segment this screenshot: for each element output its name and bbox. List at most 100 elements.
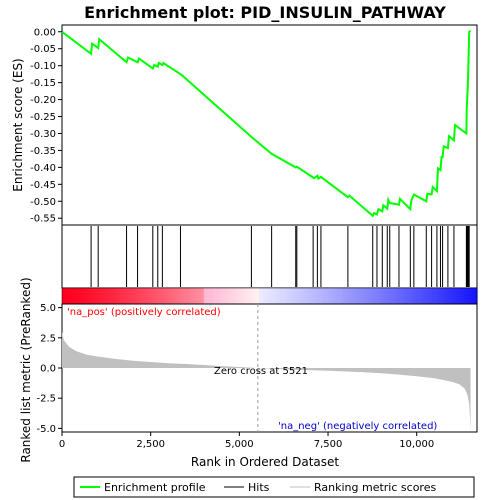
band-segment	[231, 288, 235, 304]
band-segment	[446, 288, 450, 304]
band-segment	[104, 288, 108, 304]
band-segment	[142, 288, 146, 304]
es-y-tick-label: -0.30	[30, 129, 56, 140]
band-segment	[72, 288, 76, 304]
band-segment	[270, 288, 274, 304]
band-segment	[429, 288, 433, 304]
pos-label: 'na_pos' (positively correlated)	[67, 307, 221, 318]
band-segment	[311, 288, 315, 304]
x-tick-label: 7,500	[314, 439, 343, 450]
es-y-tick-label: 0.00	[34, 27, 56, 38]
band-segment	[135, 288, 139, 304]
band-segment	[176, 288, 180, 304]
band-segment	[76, 288, 80, 304]
neg-label: 'na_neg' (negatively correlated)	[278, 421, 437, 432]
band-segment	[180, 288, 184, 304]
band-segment	[183, 288, 187, 304]
band-segment	[342, 288, 346, 304]
legend-label: Enrichment profile	[104, 481, 206, 494]
band-segment	[86, 288, 90, 304]
band-segment	[308, 288, 312, 304]
band-segment	[207, 288, 211, 304]
band-segment	[225, 288, 229, 304]
x-tick-label: 5,000	[225, 439, 254, 450]
band-segment	[335, 288, 339, 304]
chart-title: Enrichment plot: PID_INSULIN_PATHWAY	[84, 3, 446, 22]
legend-label: Ranking metric scores	[314, 481, 436, 494]
band-segment	[401, 288, 405, 304]
band-segment	[467, 288, 471, 304]
metric-y-tick-label: 0.0	[40, 364, 56, 375]
band-segment	[287, 288, 291, 304]
x-axis-label: Rank in Ordered Dataset	[191, 455, 339, 469]
band-segment	[214, 288, 218, 304]
metric-axis-label: Ranked list metric (PreRanked)	[19, 277, 33, 462]
band-segment	[349, 288, 353, 304]
es-y-tick-label: -0.10	[30, 61, 56, 72]
band-segment	[138, 288, 142, 304]
band-segment	[449, 288, 453, 304]
band-segment	[145, 288, 149, 304]
band-segment	[463, 288, 467, 304]
band-segment	[266, 288, 270, 304]
band-segment	[318, 288, 322, 304]
x-tick-label: 0	[59, 439, 65, 450]
band-segment	[470, 288, 474, 304]
band-segment	[124, 288, 128, 304]
band-segment	[62, 288, 66, 304]
band-segment	[432, 288, 436, 304]
es-y-tick-label: -0.35	[30, 146, 56, 157]
band-segment	[283, 288, 287, 304]
band-segment	[155, 288, 159, 304]
band-segment	[273, 288, 277, 304]
band-segment	[366, 288, 370, 304]
band-segment	[276, 288, 280, 304]
band-segment	[363, 288, 367, 304]
x-tick-label: 2,500	[136, 439, 165, 450]
band-segment	[436, 288, 440, 304]
band-segment	[162, 288, 166, 304]
band-segment	[169, 288, 173, 304]
band-segment	[218, 288, 222, 304]
band-segment	[439, 288, 443, 304]
band-segment	[356, 288, 360, 304]
band-segment	[110, 288, 114, 304]
band-segment	[152, 288, 156, 304]
es-y-tick-label: -0.55	[30, 214, 56, 225]
hits-panel-frame	[62, 225, 477, 288]
band-segment	[404, 288, 408, 304]
band-segment	[159, 288, 163, 304]
band-segment	[263, 288, 267, 304]
metric-y-tick-label: -5.0	[36, 424, 56, 435]
band-segment	[425, 288, 429, 304]
band-segment	[79, 288, 83, 304]
es-y-tick-label: -0.25	[30, 112, 56, 123]
band-segment	[221, 288, 225, 304]
es-y-tick-label: -0.50	[30, 197, 56, 208]
band-segment	[235, 288, 239, 304]
es-y-tick-label: -0.05	[30, 44, 56, 55]
band-segment	[373, 288, 377, 304]
band-segment	[280, 288, 284, 304]
band-segment	[249, 288, 253, 304]
band-segment	[259, 288, 263, 304]
metric-y-tick-label: 5.0	[40, 303, 56, 314]
band-segment	[294, 288, 298, 304]
band-segment	[97, 288, 101, 304]
band-segment	[121, 288, 125, 304]
band-segment	[387, 288, 391, 304]
band-segment	[131, 288, 135, 304]
band-segment	[256, 288, 260, 304]
x-axis: 0 2,500 5,000 7,500 10,000	[59, 432, 434, 450]
band-segment	[90, 288, 94, 304]
band-segment	[411, 288, 415, 304]
band-segment	[418, 288, 422, 304]
es-y-tick-label: -0.15	[30, 78, 56, 89]
band-segment	[290, 288, 294, 304]
band-segment	[408, 288, 412, 304]
band-segment	[166, 288, 170, 304]
band-segment	[442, 288, 446, 304]
zero-cross-label: Zero cross at 5521	[214, 366, 308, 377]
band-segment	[321, 288, 325, 304]
